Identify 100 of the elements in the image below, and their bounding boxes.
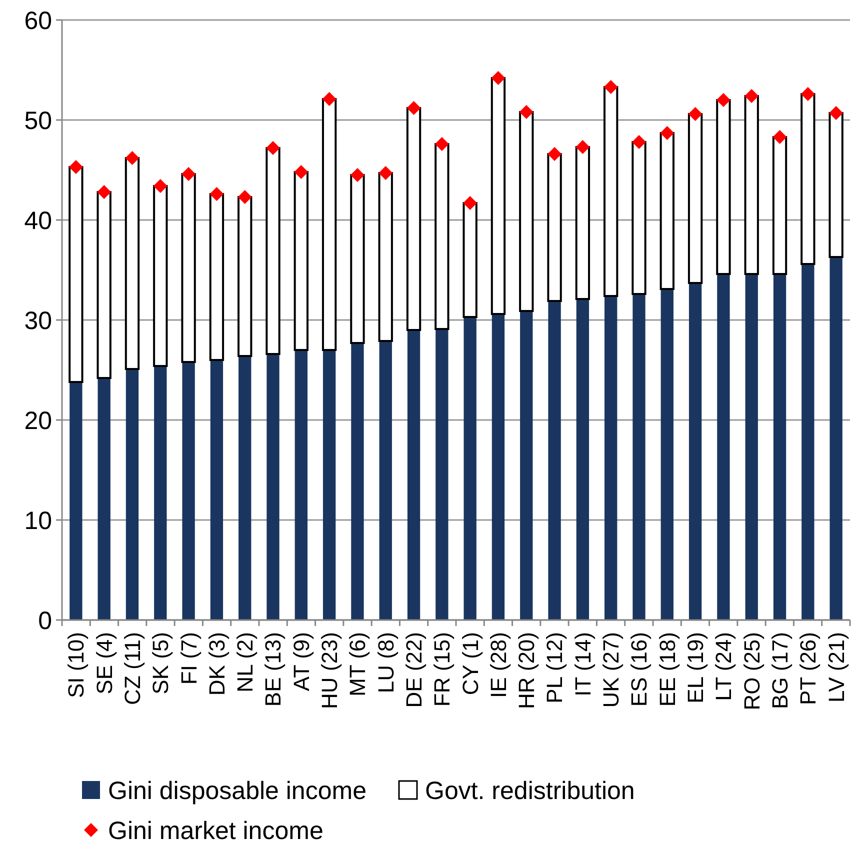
point	[182, 167, 196, 181]
bar	[745, 274, 758, 620]
x-tick-label: DE (22)	[401, 632, 426, 708]
point	[604, 80, 618, 94]
bar	[238, 356, 252, 620]
y-tick-label: 30	[24, 306, 52, 335]
point	[434, 137, 449, 151]
x-tick-label: EE (18)	[654, 632, 680, 707]
y-tick-label: 50	[24, 106, 52, 135]
point	[97, 185, 112, 199]
bar	[604, 296, 618, 620]
bar	[96, 191, 112, 379]
x-tick-label: RO (25)	[739, 632, 764, 710]
y-tick-label: 60	[24, 6, 52, 35]
bar	[660, 289, 674, 620]
x-tick-label: NL (2)	[232, 632, 258, 692]
bar	[688, 113, 703, 284]
x-tick-label: MT (6)	[345, 632, 370, 696]
point	[153, 179, 168, 193]
x-tick-label: BG (17)	[767, 632, 792, 710]
x-tick-label: IE (28)	[486, 632, 511, 698]
point	[266, 141, 280, 155]
bar	[153, 185, 168, 367]
bar	[351, 343, 364, 620]
bar	[660, 132, 674, 290]
bar	[124, 157, 140, 370]
bar	[828, 112, 844, 258]
bar	[350, 174, 365, 344]
x-tick-label: DK (3)	[204, 632, 230, 696]
bar	[576, 299, 590, 620]
bar	[772, 136, 788, 275]
x-tick-label: CZ (11)	[120, 632, 145, 705]
point	[576, 140, 590, 154]
legend-label: Gini market income	[108, 816, 324, 845]
x-tick-label: AT (9)	[288, 632, 314, 692]
x-tick-label: LU (8)	[373, 632, 398, 694]
bar	[238, 196, 252, 357]
y-tick-label: 20	[24, 406, 52, 435]
x-tick-label: EL (19)	[683, 632, 708, 704]
point	[519, 105, 534, 119]
point	[378, 166, 393, 180]
point	[210, 187, 224, 201]
point	[548, 147, 562, 161]
bar	[492, 314, 505, 620]
point	[829, 106, 844, 120]
bar	[462, 202, 478, 318]
x-tick-label: SI (10)	[64, 632, 89, 698]
bar	[632, 294, 646, 620]
bar	[266, 354, 280, 620]
bar	[547, 153, 562, 302]
bar	[548, 301, 561, 620]
x-tick-label: IT (14)	[570, 632, 596, 696]
x-tick-label: PL (12)	[542, 632, 568, 704]
x-tick-label: HR (20)	[514, 632, 540, 710]
x-tick-label: FR (15)	[430, 632, 455, 707]
point	[294, 165, 308, 179]
x-tick-label: BE (13)	[260, 632, 286, 707]
bar	[436, 329, 448, 620]
point	[125, 151, 140, 165]
bar	[266, 147, 280, 355]
bar	[406, 107, 422, 331]
bar	[181, 173, 196, 363]
bar	[773, 274, 786, 620]
x-tick-label: PT (26)	[796, 632, 821, 705]
point	[632, 135, 646, 149]
legend-label: Govt. redistribution	[425, 776, 635, 805]
bar	[688, 283, 702, 620]
point	[68, 160, 83, 174]
point	[238, 190, 252, 204]
bar	[830, 257, 842, 620]
point	[491, 71, 506, 85]
point	[322, 92, 336, 106]
bar	[800, 93, 816, 265]
bar	[802, 264, 814, 620]
point	[772, 130, 787, 144]
bar	[434, 143, 450, 330]
bar	[464, 317, 476, 620]
point	[744, 89, 759, 103]
bar	[322, 98, 337, 351]
point	[716, 93, 730, 107]
bar	[378, 172, 393, 342]
y-tick-label: 10	[24, 506, 52, 535]
x-tick-label: LT (24)	[711, 632, 736, 701]
bar	[520, 311, 533, 620]
bar	[407, 330, 420, 620]
bar	[519, 111, 534, 312]
point	[688, 107, 702, 121]
point	[800, 87, 815, 101]
point	[406, 101, 421, 115]
bar	[717, 274, 730, 620]
bar	[209, 193, 224, 361]
bar	[154, 366, 167, 620]
bar	[744, 95, 759, 275]
x-tick-label: FI (7)	[176, 632, 202, 685]
bar	[210, 360, 224, 620]
x-tick-label: ES (16)	[626, 632, 652, 707]
x-tick-label: HU (23)	[317, 632, 342, 710]
bar	[490, 77, 506, 315]
bar	[68, 166, 84, 383]
bar	[294, 350, 308, 620]
